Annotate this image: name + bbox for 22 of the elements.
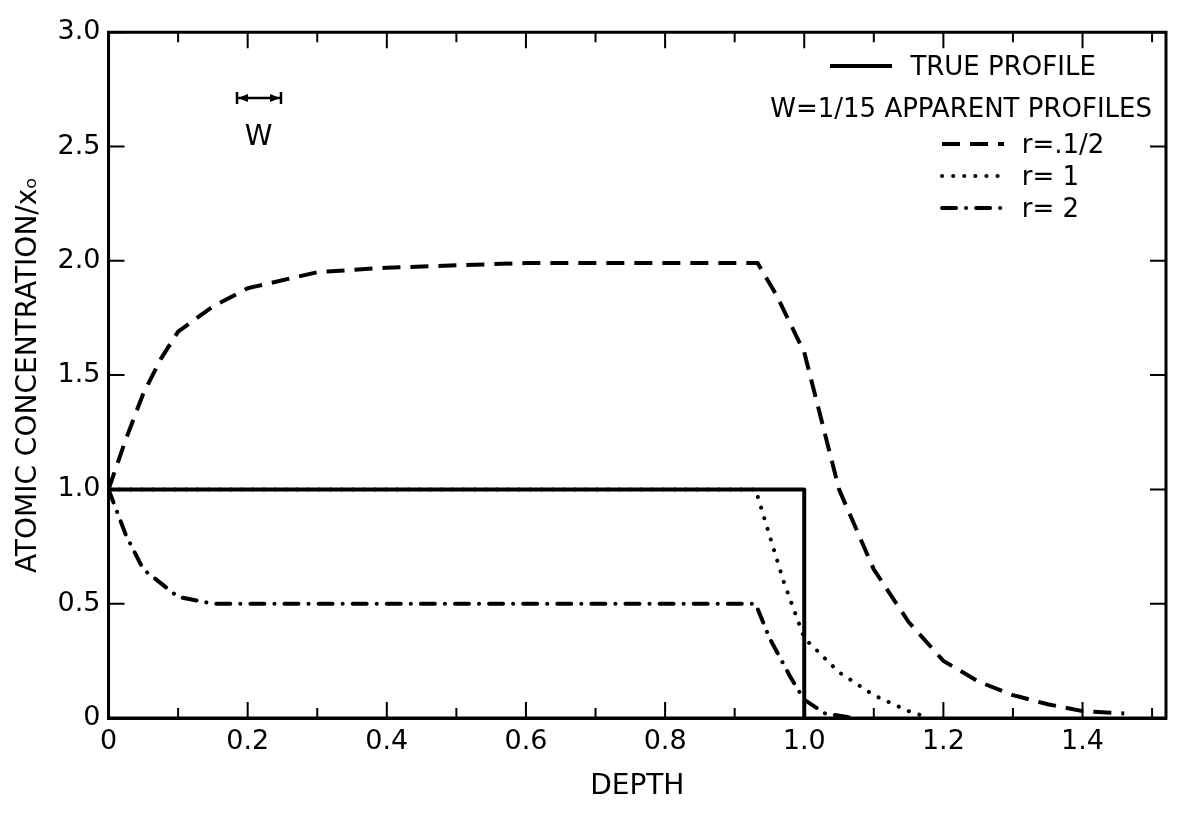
y-tick-label: 1.0	[57, 471, 101, 503]
y-tick-label: 0.5	[57, 585, 101, 617]
legend-label: r= 1	[1021, 160, 1080, 193]
x-tick-label: 1.2	[921, 724, 965, 756]
x-tick-label: 0.2	[226, 724, 270, 756]
x-tick-label: 0.8	[643, 724, 687, 756]
x-tick-label: 1.4	[1061, 724, 1104, 756]
legend-label: r= 2	[1021, 192, 1080, 225]
x-tick-label: 1.0	[782, 724, 826, 756]
y-tick-label: 1.5	[57, 357, 101, 389]
x-axis-title: DEPTH	[590, 768, 685, 802]
legend-title: W=1/15 APPARENT PROFILES	[770, 92, 1152, 126]
legend-label: TRUE PROFILE	[910, 50, 1096, 84]
y-axis-title: ATOMIC CONCENTRATION/xₒ	[10, 177, 44, 574]
x-tick-label: 0.6	[504, 724, 548, 756]
y-tick-label: 3.0	[57, 14, 101, 46]
legend-label: r=.1/2	[1021, 128, 1105, 161]
y-tick-label: 0	[83, 700, 101, 732]
x-tick-label: 0.4	[365, 724, 409, 756]
y-tick-label: 2.5	[57, 128, 101, 160]
annotation: W	[244, 119, 273, 153]
y-tick-label: 2.0	[57, 242, 101, 274]
